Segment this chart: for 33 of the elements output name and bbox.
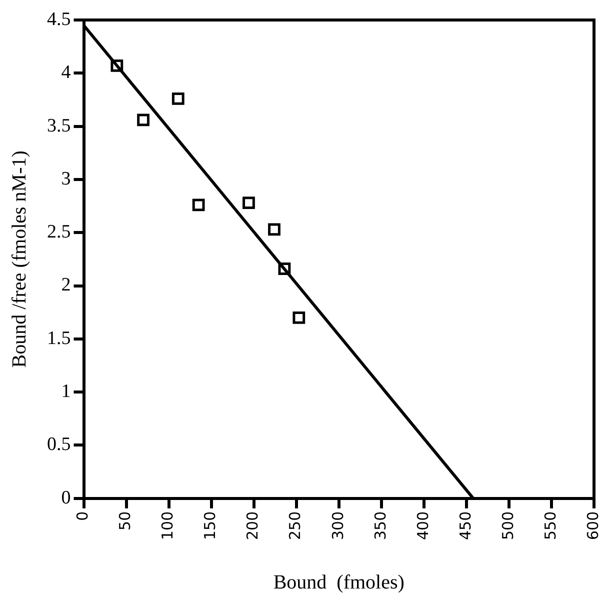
x-tick-label: 100 (158, 511, 177, 540)
x-tick-label: 50 (116, 511, 134, 530)
x-tick-label: 150 (201, 511, 220, 540)
x-tick-label: 600 (584, 511, 602, 540)
y-tick-label: 0.5 (47, 434, 71, 456)
point (110, 60, 124, 72)
y-tick-label: 3.5 (47, 115, 71, 136)
x-tick-label: 400 (414, 511, 432, 540)
y-tick-label: 4.5 (47, 8, 71, 30)
x-axis-title: Bound (fmoles) (273, 571, 404, 594)
y-tick-label: 1.5 (47, 328, 71, 349)
x-tick-label: 550 (541, 511, 560, 540)
y-tick-label: 2 (61, 274, 71, 296)
y-axis-title: Bound /free (fmoles nM-1) (8, 150, 30, 368)
y-tick-label: 2.5 (47, 222, 71, 243)
point (192, 198, 205, 212)
x-tick-label: 350 (371, 511, 390, 540)
point (242, 196, 255, 210)
x-tick-label: 300 (328, 511, 347, 540)
point (172, 92, 184, 105)
x-tick-label: 0 (74, 511, 92, 521)
point (137, 114, 150, 126)
y-tick-label: 0 (61, 487, 71, 508)
x-tick-label: 200 (244, 511, 262, 540)
point (268, 223, 280, 236)
x-tick-label: 250 (286, 511, 304, 540)
x-tick-label: 450 (456, 511, 474, 540)
y-tick-label: 4 (61, 62, 72, 84)
y-tick-label: 1 (61, 381, 71, 402)
point (278, 262, 291, 275)
y-tick-label: 3 (61, 168, 71, 190)
point (292, 311, 306, 324)
x-tick-label: 500 (498, 511, 517, 540)
